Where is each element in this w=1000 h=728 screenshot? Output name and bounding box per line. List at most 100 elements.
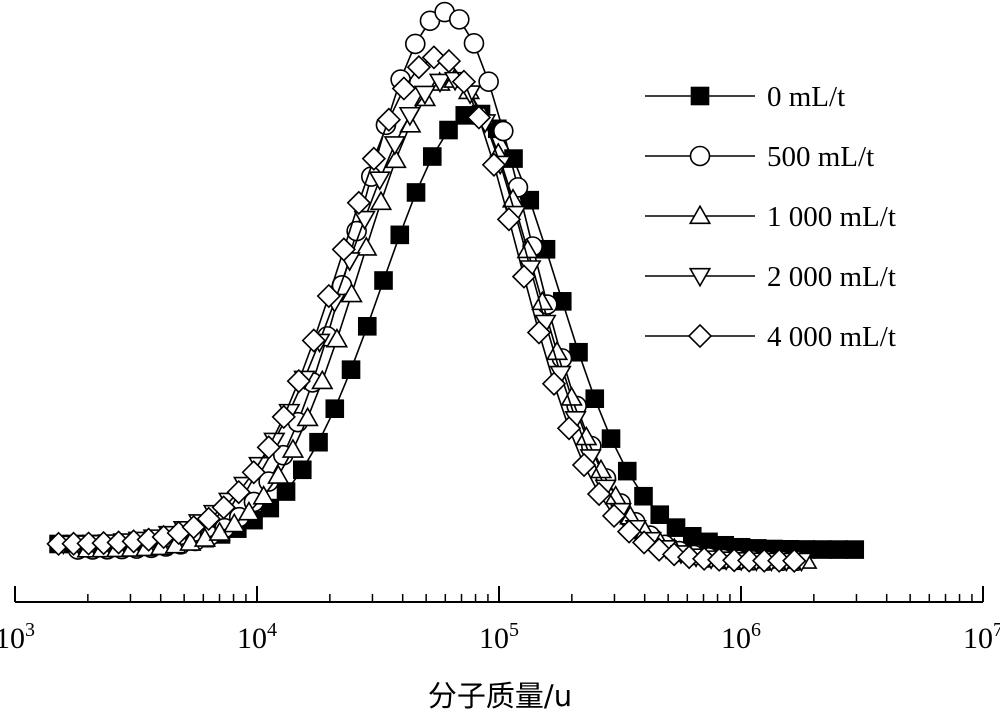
series-line <box>58 113 855 551</box>
data-point <box>406 55 432 80</box>
x-tick-label: 106 <box>721 619 761 655</box>
data-point <box>650 505 670 524</box>
data-point <box>361 146 387 171</box>
data-point <box>390 225 410 245</box>
legend-marker <box>690 86 710 106</box>
data-point <box>586 481 612 507</box>
legend-item-0: 0 mL/t <box>645 81 845 113</box>
series-4 <box>46 45 807 573</box>
data-point <box>601 429 621 448</box>
data-point <box>436 48 462 74</box>
data-point <box>511 264 537 289</box>
data-point <box>634 486 653 506</box>
data-point <box>617 461 637 481</box>
data-point <box>226 479 251 505</box>
data-point <box>211 495 236 520</box>
data-point <box>252 485 275 505</box>
data-point <box>428 73 452 94</box>
data-point <box>281 438 305 458</box>
data-point <box>267 464 290 484</box>
data-point <box>492 120 514 142</box>
x-tick-label: 107 <box>963 619 1000 655</box>
legend: 0 mL/t 500 mL/t 1 000 mL/t 2 000 mL/t 4 000 … <box>645 81 896 353</box>
data-point <box>541 371 567 396</box>
series-0 <box>49 104 865 559</box>
data-point <box>451 69 477 94</box>
data-point <box>193 527 217 547</box>
data-point <box>812 540 832 559</box>
legend-marker <box>689 145 711 167</box>
plot-area <box>46 1 865 573</box>
data-point <box>478 71 499 92</box>
data-point <box>383 136 406 156</box>
data-point <box>384 148 407 169</box>
data-point <box>340 282 363 303</box>
data-point <box>296 406 319 427</box>
data-point <box>782 548 807 573</box>
data-point <box>376 107 402 132</box>
data-point <box>276 482 296 501</box>
legend-item-1: 500 mL/t <box>645 141 874 173</box>
data-point <box>569 342 588 362</box>
data-point <box>325 399 345 419</box>
data-point <box>398 106 422 127</box>
data-point <box>661 542 687 567</box>
data-point <box>355 236 378 256</box>
data-point <box>374 271 393 290</box>
data-point <box>181 514 206 540</box>
legend-label: 500 mL/t <box>767 141 874 173</box>
x-axis-label: 分子质量/u <box>428 679 572 713</box>
series-line <box>77 11 797 562</box>
data-point <box>406 183 426 202</box>
data-point <box>691 546 717 571</box>
data-point <box>571 452 597 478</box>
data-point <box>463 33 485 54</box>
data-point <box>196 506 221 532</box>
data-point <box>309 432 328 452</box>
legend-item-4: 4 000 mL/t <box>645 321 896 353</box>
data-point <box>666 518 686 537</box>
data-point <box>353 210 376 231</box>
data-point <box>448 9 470 30</box>
data-point <box>391 76 417 101</box>
data-point <box>616 519 642 544</box>
data-point <box>413 85 437 106</box>
data-point <box>585 389 605 408</box>
data-point <box>439 120 458 140</box>
data-point <box>237 500 261 521</box>
data-point <box>829 540 848 559</box>
data-point <box>404 33 426 55</box>
x-tick-label: 104 <box>237 619 277 655</box>
x-tick-label: 103 <box>0 619 35 655</box>
data-point <box>556 416 582 441</box>
series-2 <box>76 68 818 569</box>
data-point <box>164 534 187 554</box>
data-point <box>676 544 702 570</box>
data-point <box>241 460 266 485</box>
data-point <box>256 435 281 460</box>
legend-item-3: 2 000 mL/t <box>645 261 896 293</box>
data-point <box>422 147 442 166</box>
x-tick-label: 105 <box>479 619 519 655</box>
data-point <box>271 404 296 430</box>
data-point <box>311 369 334 390</box>
legend-marker <box>688 267 712 288</box>
data-point <box>316 283 341 309</box>
data-point <box>481 152 507 177</box>
data-point <box>496 207 522 232</box>
legend-label: 0 mL/t <box>767 81 845 113</box>
data-point <box>368 171 391 191</box>
data-point <box>845 540 865 559</box>
legend-label: 4 000 mL/t <box>767 321 896 353</box>
legend-label: 2 000 mL/t <box>767 261 896 293</box>
legend-marker <box>687 323 713 349</box>
legend-label: 1 000 mL/t <box>767 201 896 233</box>
data-point <box>292 460 312 480</box>
legend-marker <box>688 204 712 225</box>
series-line <box>58 56 795 562</box>
data-point <box>369 190 393 211</box>
data-point <box>357 317 377 336</box>
data-point <box>301 328 326 353</box>
